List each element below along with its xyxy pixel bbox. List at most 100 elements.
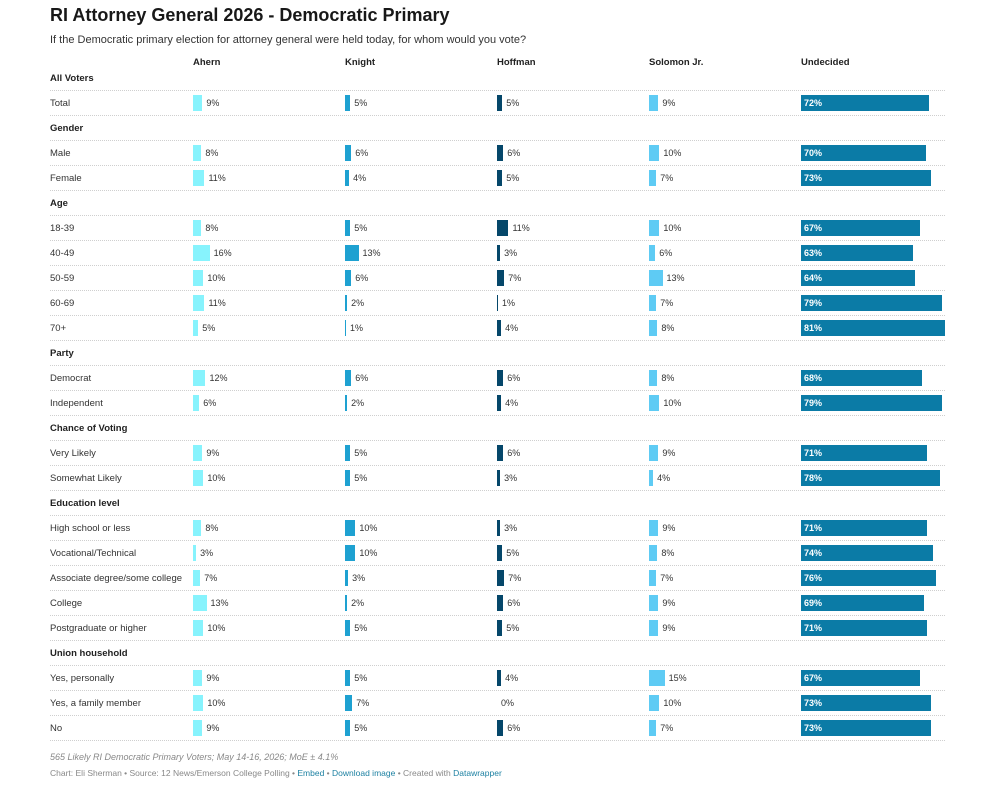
value-label-ahern: 12%	[209, 373, 228, 383]
value-label-undecided: 81%	[804, 323, 823, 333]
row-label: Vocational/Technical	[50, 548, 137, 559]
bar-undecided	[801, 445, 928, 461]
bar-knight	[345, 220, 351, 236]
bar-hoffman	[497, 445, 504, 461]
value-label-hoffman: 6%	[507, 148, 521, 158]
bar-undecided	[801, 270, 915, 286]
row-label: High school or less	[50, 523, 131, 534]
group-label: Gender	[50, 123, 84, 134]
bar-knight	[345, 720, 351, 736]
bar-knight	[345, 695, 353, 711]
bar-solomon-jr	[649, 620, 659, 636]
bar-solomon-jr	[649, 445, 659, 461]
value-label-hoffman: 5%	[506, 623, 520, 633]
bar-ahern	[193, 695, 204, 711]
bar-hoffman	[497, 220, 509, 236]
value-label-knight: 4%	[353, 173, 367, 183]
value-label-undecided: 72%	[804, 98, 823, 108]
bar-solomon-jr	[649, 470, 654, 486]
table-row: Yes, personally 9% 5% 4% 15% 67%	[50, 666, 945, 691]
value-label-solomon-jr: 10%	[663, 698, 682, 708]
value-label-hoffman: 7%	[508, 273, 522, 283]
table-row: Associate degree/some college 7% 3% 7% 7% 76%	[50, 566, 945, 591]
value-label-hoffman: 3%	[504, 248, 518, 258]
bar-hoffman	[497, 670, 502, 686]
value-label-knight: 2%	[351, 598, 365, 608]
embed-link[interactable]: Embed	[297, 768, 325, 778]
group-label: Union household	[50, 648, 128, 659]
bar-ahern	[193, 720, 203, 736]
bar-knight	[345, 395, 348, 411]
value-label-hoffman: 3%	[504, 523, 518, 533]
value-label-ahern: 9%	[206, 98, 220, 108]
value-label-solomon-jr: 9%	[662, 623, 676, 633]
bar-undecided	[801, 570, 937, 586]
row-label: Somewhat Likely	[50, 473, 122, 484]
row-label: 18-39	[50, 223, 75, 234]
table-row: 50-59 10% 6% 7% 13% 64%	[50, 266, 945, 291]
download-image-link[interactable]: Download image	[332, 768, 396, 778]
bar-undecided	[801, 520, 928, 536]
value-label-hoffman: 6%	[507, 373, 521, 383]
row-label: Male	[50, 148, 71, 159]
row-label: No	[50, 723, 63, 734]
row-label: 60-69	[50, 298, 75, 309]
value-label-ahern: 10%	[207, 623, 226, 633]
bar-solomon-jr	[649, 145, 660, 161]
table-row: No 9% 5% 6% 7% 73%	[50, 716, 945, 741]
chart-footer: Chart: Eli Sherman • Source: 12 News/Eme…	[50, 768, 502, 778]
table-row: 70+ 5% 1% 4% 8% 81%	[50, 316, 946, 341]
bar-undecided	[801, 670, 921, 686]
bar-hoffman	[497, 520, 501, 536]
bar-knight	[345, 95, 351, 111]
bar-knight	[345, 670, 351, 686]
value-label-knight: 10%	[359, 523, 378, 533]
bar-solomon-jr	[649, 170, 657, 186]
value-label-ahern: 8%	[205, 148, 219, 158]
value-label-ahern: 11%	[208, 173, 226, 183]
bar-ahern	[193, 220, 202, 236]
value-label-ahern: 6%	[203, 398, 217, 408]
row-label: 40-49	[50, 248, 75, 259]
bar-undecided	[801, 545, 933, 561]
value-label-undecided: 74%	[804, 548, 823, 558]
value-label-knight: 6%	[355, 148, 369, 158]
datawrapper-link[interactable]: Datawrapper	[453, 768, 502, 778]
value-label-hoffman: 4%	[505, 323, 519, 333]
value-label-hoffman: 4%	[505, 673, 519, 683]
value-label-solomon-jr: 10%	[663, 223, 682, 233]
value-label-hoffman: 6%	[507, 723, 521, 733]
value-label-undecided: 68%	[804, 373, 823, 383]
value-label-solomon-jr: 8%	[661, 548, 675, 558]
bar-solomon-jr	[649, 320, 658, 336]
value-label-knight: 6%	[355, 373, 369, 383]
bar-undecided	[801, 295, 942, 311]
value-label-solomon-jr: 15%	[668, 673, 687, 683]
bar-hoffman	[497, 470, 501, 486]
table-row: Female 11% 4% 5% 7% 73%	[50, 166, 945, 191]
bar-hoffman	[497, 395, 502, 411]
bar-hoffman	[497, 95, 503, 111]
bar-solomon-jr	[649, 570, 657, 586]
value-label-knight: 10%	[359, 548, 378, 558]
row-label: College	[50, 598, 83, 609]
value-label-knight: 5%	[354, 98, 368, 108]
table-row: Total 9% 5% 5% 9% 72%	[50, 91, 945, 116]
bar-ahern	[193, 295, 205, 311]
table-row: 18-39 8% 5% 11% 10% 67%	[50, 216, 945, 241]
group-header-row: Party	[50, 341, 945, 366]
value-label-solomon-jr: 7%	[660, 298, 674, 308]
bar-ahern	[193, 545, 197, 561]
row-label: Female	[50, 173, 82, 184]
bar-ahern	[193, 145, 202, 161]
value-label-undecided: 78%	[804, 473, 823, 483]
value-label-solomon-jr: 7%	[660, 173, 674, 183]
bar-hoffman	[497, 295, 499, 311]
value-label-solomon-jr: 7%	[660, 723, 674, 733]
table-row: College 13% 2% 6% 9% 69%	[50, 591, 945, 616]
value-label-hoffman: 6%	[507, 448, 521, 458]
bar-solomon-jr	[649, 245, 656, 261]
value-label-solomon-jr: 9%	[662, 598, 676, 608]
value-label-undecided: 79%	[804, 298, 823, 308]
value-label-hoffman: 7%	[508, 573, 522, 583]
